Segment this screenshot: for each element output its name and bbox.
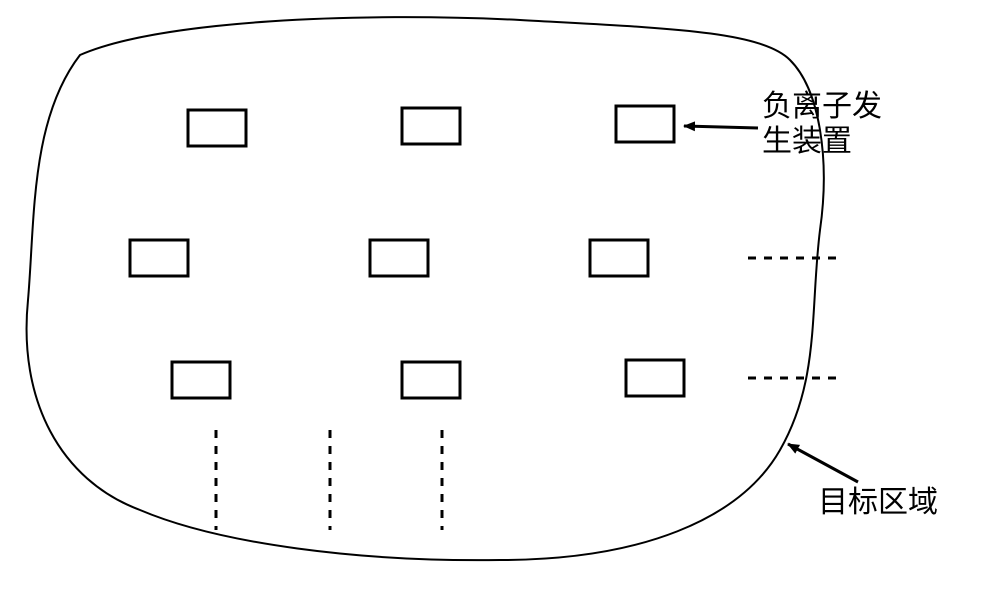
generator-box bbox=[590, 240, 648, 276]
generator-box bbox=[402, 108, 460, 144]
generator-boxes bbox=[130, 106, 684, 398]
callout-arrow bbox=[788, 444, 858, 482]
generator-box bbox=[402, 362, 460, 398]
generator-label-line2: 生装置 bbox=[762, 125, 882, 160]
generator-label: 负离子发 生装置 bbox=[762, 90, 882, 159]
generator-box bbox=[172, 362, 230, 398]
generator-label-line1: 负离子发 bbox=[762, 90, 882, 125]
callout-arrows bbox=[684, 126, 858, 482]
horizontal-ellipsis-dashes bbox=[748, 258, 840, 378]
generator-box bbox=[626, 360, 684, 396]
target-area-label: 目标区域 bbox=[818, 486, 938, 521]
generator-box bbox=[370, 240, 428, 276]
callout-arrow bbox=[684, 126, 758, 128]
generator-box bbox=[188, 110, 246, 146]
generator-box bbox=[130, 240, 188, 276]
target-area-outline bbox=[27, 17, 824, 560]
generator-box bbox=[616, 106, 674, 142]
vertical-ellipsis-dashes bbox=[216, 430, 442, 530]
